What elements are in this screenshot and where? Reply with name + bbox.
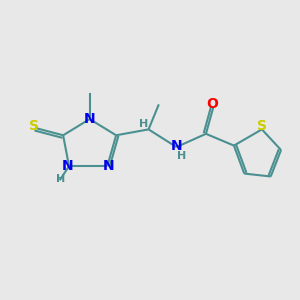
Text: H: H [177, 152, 186, 161]
Text: N: N [103, 159, 115, 173]
Text: N: N [84, 112, 95, 126]
Text: O: O [206, 97, 218, 111]
Text: S: S [29, 119, 39, 134]
Text: H: H [139, 119, 148, 129]
Text: H: H [56, 174, 65, 184]
Text: N: N [171, 139, 182, 153]
Text: S: S [257, 119, 267, 133]
Text: N: N [62, 159, 74, 173]
